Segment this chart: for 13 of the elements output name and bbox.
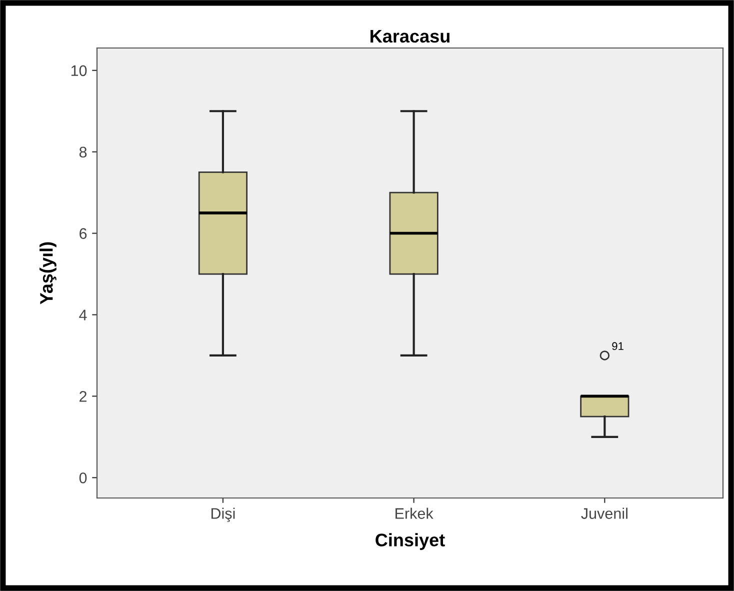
annotation: 91 bbox=[612, 342, 624, 350]
y-tick-label: 4 bbox=[79, 310, 87, 320]
y-tick-label: 8 bbox=[79, 146, 87, 158]
x-tick-label: Dişi bbox=[211, 508, 235, 522]
y-tick-label: 10 bbox=[71, 65, 87, 76]
y-tick-label: 6 bbox=[80, 228, 87, 239]
x-tick-label: Erkek bbox=[396, 508, 434, 519]
x-tick-label: Juvenil bbox=[581, 508, 628, 519]
y-tick-label: 0 bbox=[79, 472, 87, 484]
x-axis-title: Cinsiyet bbox=[376, 533, 445, 550]
y-axis-title: Yaş(yıl) bbox=[40, 242, 56, 304]
y-tick-label: 2 bbox=[80, 391, 87, 402]
chart-title: Karacasu bbox=[370, 30, 450, 43]
